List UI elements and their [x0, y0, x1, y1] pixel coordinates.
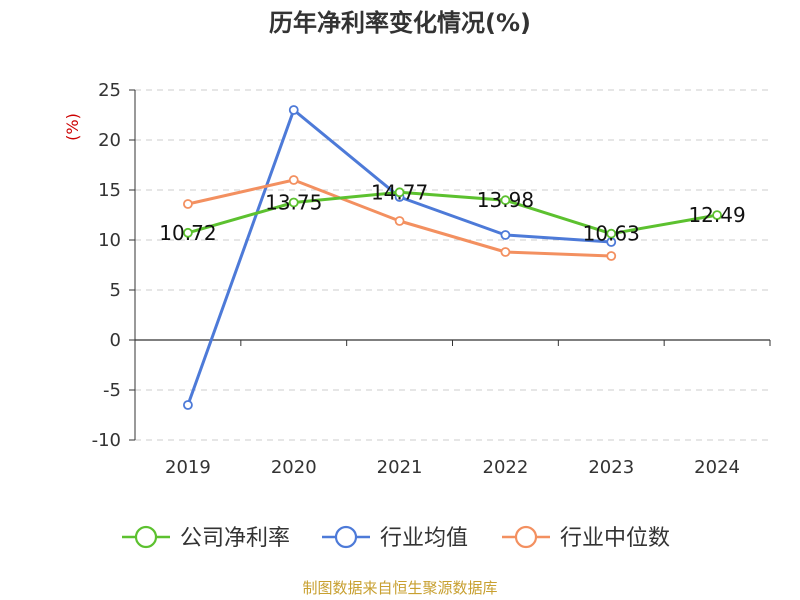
data-label: 14.77 [371, 180, 428, 204]
legend-label: 行业均值 [380, 526, 468, 551]
axes: 25 20 15 10 5 0 -5 -10 2019 2020 2021 2022 2023 2024 [92, 80, 771, 478]
data-point [288, 197, 299, 208]
series-lines [183, 105, 722, 410]
data-point [712, 210, 722, 221]
data-point [500, 247, 511, 257]
x-tick-label: 2020 [271, 457, 317, 478]
y-tick-label: -5 [103, 380, 121, 401]
data-label: 13.75 [265, 191, 322, 215]
legend-swatch-marker [334, 525, 358, 549]
y-tick-label: 20 [98, 130, 121, 151]
y-tick-label: 0 [110, 330, 121, 351]
legend-item-1[interactable]: 行业均值 [322, 525, 468, 551]
legend-item-2[interactable]: 行业中位数 [502, 525, 670, 551]
series-line-0 [187, 190, 718, 236]
data-point [500, 195, 511, 206]
y-tick-label: 15 [98, 180, 121, 201]
legend: 公司净利率 行业均值 行业中位数 [122, 525, 670, 551]
source-note: 制图数据来自恒生聚源数据库 [302, 579, 497, 597]
x-tick-label: 2022 [483, 457, 529, 478]
data-point [288, 105, 299, 115]
data-label: 13.98 [477, 188, 534, 212]
chart-title: 历年净利率变化情况(%) [269, 9, 531, 37]
data-point [606, 251, 617, 261]
x-tick-label: 2021 [377, 457, 423, 478]
data-point [183, 227, 193, 238]
y-tick-label: -10 [92, 430, 121, 451]
data-label: 10.72 [159, 221, 216, 245]
y-tick-label: 25 [98, 80, 121, 101]
data-point [394, 187, 405, 198]
x-tick-label: 2024 [694, 457, 740, 478]
data-label: 10.63 [583, 222, 640, 246]
x-tick-label: 2023 [588, 457, 634, 478]
data-point [394, 216, 405, 226]
data-point [606, 228, 617, 239]
legend-label: 公司净利率 [180, 526, 290, 551]
grid-lines [135, 89, 770, 441]
data-point [183, 400, 193, 410]
x-tick-label: 2019 [165, 457, 211, 478]
legend-label: 行业中位数 [560, 526, 670, 551]
data-point [288, 175, 299, 185]
y-axis-label: (%) [63, 113, 82, 141]
legend-item-0[interactable]: 公司净利率 [122, 525, 290, 551]
y-tick-label: 10 [98, 230, 121, 251]
data-point [500, 230, 511, 240]
y-tick-label: 5 [110, 280, 121, 301]
data-point [183, 199, 193, 209]
data-labels: 10.72 13.75 14.77 13.98 10.63 12.49 [159, 180, 745, 245]
series-line-1 [186, 108, 612, 406]
legend-swatch-marker [134, 525, 158, 549]
legend-swatch-marker [514, 525, 538, 549]
data-label: 12.49 [688, 203, 745, 227]
